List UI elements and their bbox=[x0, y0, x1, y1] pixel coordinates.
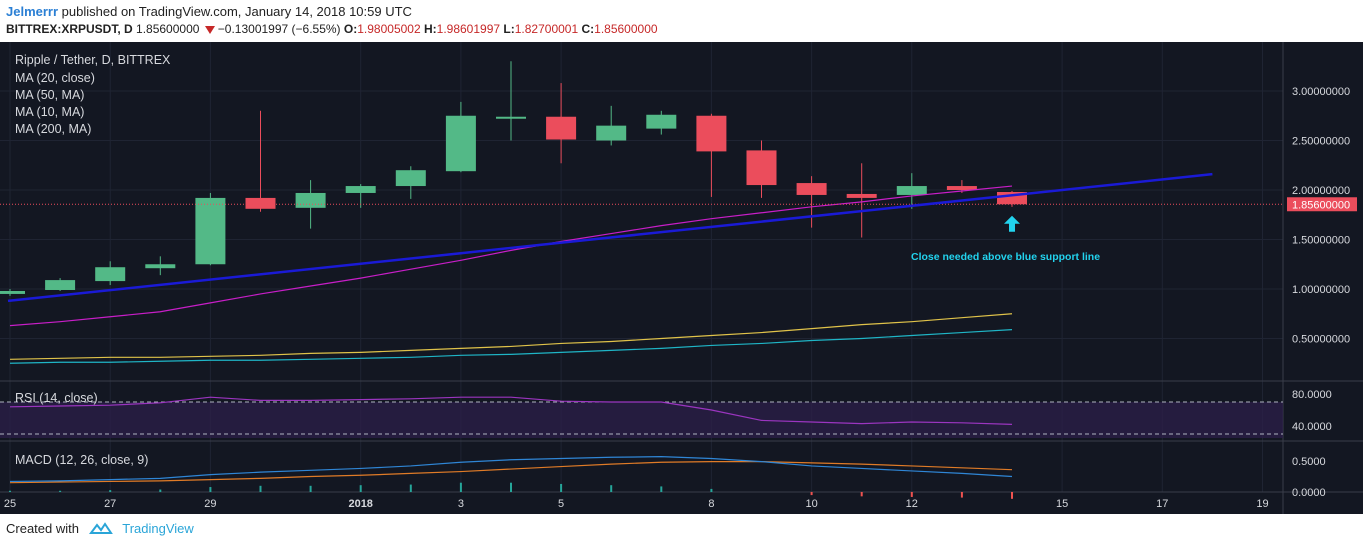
open-value: 1.98005002 bbox=[357, 22, 421, 36]
symbol-label: BITTREX:XRPUSDT, D bbox=[6, 22, 133, 36]
candle-body bbox=[245, 197, 276, 209]
signal-line bbox=[9, 461, 1013, 484]
macd-line bbox=[9, 456, 1013, 483]
price-change: −0.13001997 (−6.55%) bbox=[217, 22, 341, 36]
price-tick-label: 0.50000000 bbox=[1292, 334, 1350, 346]
x-tick-label: 10 bbox=[805, 498, 817, 510]
last-price: 1.85600000 bbox=[136, 22, 200, 36]
legend-ma20: MA (20, close) bbox=[15, 71, 95, 85]
candle-body bbox=[496, 116, 526, 119]
open-label: O: bbox=[343, 22, 358, 36]
tradingview-link[interactable]: TradingView bbox=[122, 521, 194, 536]
candle-body bbox=[445, 115, 476, 172]
candle-body bbox=[646, 114, 677, 129]
price-tick-label: 2.50000000 bbox=[1292, 136, 1350, 148]
down-arrow-icon bbox=[204, 25, 215, 34]
x-tick-label: 8 bbox=[708, 498, 714, 510]
ma10-line bbox=[9, 328, 1013, 364]
legend-rsi: RSI (14, close) bbox=[15, 391, 98, 405]
tradingview-logo-icon bbox=[88, 521, 113, 538]
legend-ma50: MA (50, MA) bbox=[15, 88, 84, 102]
annotation-text: Close needed above blue support line bbox=[911, 251, 1100, 263]
publish-info: Jelmerrr published on TradingView.com, J… bbox=[6, 4, 412, 19]
rsi-tick-label: 40.0000 bbox=[1292, 421, 1332, 433]
x-tick-label: 19 bbox=[1256, 498, 1268, 510]
legend: Ripple / Tether, D, BITTREX MA (20, clos… bbox=[15, 53, 171, 467]
legend-macd: MACD (12, 26, close, 9) bbox=[15, 453, 148, 467]
candle-body bbox=[295, 192, 326, 208]
x-tick-label: 17 bbox=[1156, 498, 1168, 510]
close-value: 1.85600000 bbox=[594, 22, 658, 36]
created-with-label: Created with bbox=[6, 521, 79, 536]
symbol-bar: BITTREX:XRPUSDT, D 1.85600000 −0.1300199… bbox=[6, 22, 658, 36]
high-value: 1.98601997 bbox=[436, 22, 501, 36]
footer: Created with TradingView bbox=[6, 521, 194, 538]
author-name[interactable]: Jelmerrr bbox=[6, 4, 59, 19]
chart-background bbox=[0, 42, 1363, 514]
candle-body bbox=[0, 290, 25, 294]
candle-body bbox=[596, 125, 627, 141]
candle-body bbox=[195, 197, 226, 265]
candle-body bbox=[95, 267, 126, 282]
candle-body bbox=[696, 115, 727, 152]
x-tick-label: 15 bbox=[1056, 498, 1068, 510]
x-tick-label: 12 bbox=[906, 498, 918, 510]
high-label: H: bbox=[423, 22, 437, 36]
chart-canvas[interactable]: 3.00000000 2.50000000 2.00000000 1.50000000… bbox=[0, 42, 1363, 514]
rsi-line bbox=[9, 396, 1013, 425]
candles[interactable] bbox=[0, 61, 1027, 296]
macd-series bbox=[9, 456, 1013, 499]
price-tick-label: 1.50000000 bbox=[1292, 235, 1350, 247]
rsi-tick-label: 80.0000 bbox=[1292, 389, 1332, 401]
candle-body bbox=[746, 150, 777, 186]
x-tick-label: 25 bbox=[4, 498, 16, 510]
legend-title: Ripple / Tether, D, BITTREX bbox=[15, 53, 171, 67]
x-tick-label: 2018 bbox=[348, 498, 372, 510]
support-trendline bbox=[7, 172, 1213, 303]
macd-tick-label: 0.0000 bbox=[1292, 487, 1326, 499]
candle-body bbox=[45, 280, 76, 290]
ma50-line bbox=[9, 313, 1013, 360]
x-tick-label: 3 bbox=[458, 498, 464, 510]
axis-labels: 3.00000000 2.50000000 2.00000000 1.50000000… bbox=[4, 86, 1357, 510]
candle-body bbox=[896, 186, 927, 195]
candle-body bbox=[846, 193, 877, 198]
ma20-line bbox=[9, 185, 1013, 327]
price-tag-label: 1.85600000 bbox=[1292, 199, 1350, 211]
candle-body bbox=[395, 170, 426, 187]
legend-ma10: MA (10, MA) bbox=[15, 105, 84, 119]
legend-ma200: MA (200, MA) bbox=[15, 122, 91, 136]
up-arrow-icon bbox=[1004, 215, 1020, 232]
rsi-series bbox=[9, 396, 1013, 425]
x-tick-label: 5 bbox=[558, 498, 564, 510]
price-tick-label: 1.00000000 bbox=[1292, 284, 1350, 296]
low-label: L: bbox=[503, 22, 515, 36]
x-tick-label: 29 bbox=[204, 498, 216, 510]
candle-body bbox=[145, 264, 176, 269]
price-tick-label: 2.00000000 bbox=[1292, 185, 1350, 197]
price-tag bbox=[1287, 197, 1357, 212]
support-line[interactable] bbox=[7, 172, 1213, 303]
rsi-band-fill bbox=[0, 402, 1283, 438]
candle-body bbox=[546, 116, 577, 140]
x-tick-label: 27 bbox=[104, 498, 116, 510]
candle-body bbox=[345, 186, 376, 193]
price-tick-label: 3.00000000 bbox=[1292, 86, 1350, 98]
candle-body bbox=[796, 183, 827, 195]
indicator-lines bbox=[9, 185, 1013, 364]
close-label: C: bbox=[581, 22, 595, 36]
annotation[interactable]: Close needed above blue support line bbox=[911, 215, 1100, 263]
low-value: 1.82700001 bbox=[514, 22, 579, 36]
published-text: published on TradingView.com, January 14… bbox=[61, 4, 412, 19]
macd-tick-label: 0.5000 bbox=[1292, 456, 1326, 468]
candle-body bbox=[946, 186, 977, 190]
